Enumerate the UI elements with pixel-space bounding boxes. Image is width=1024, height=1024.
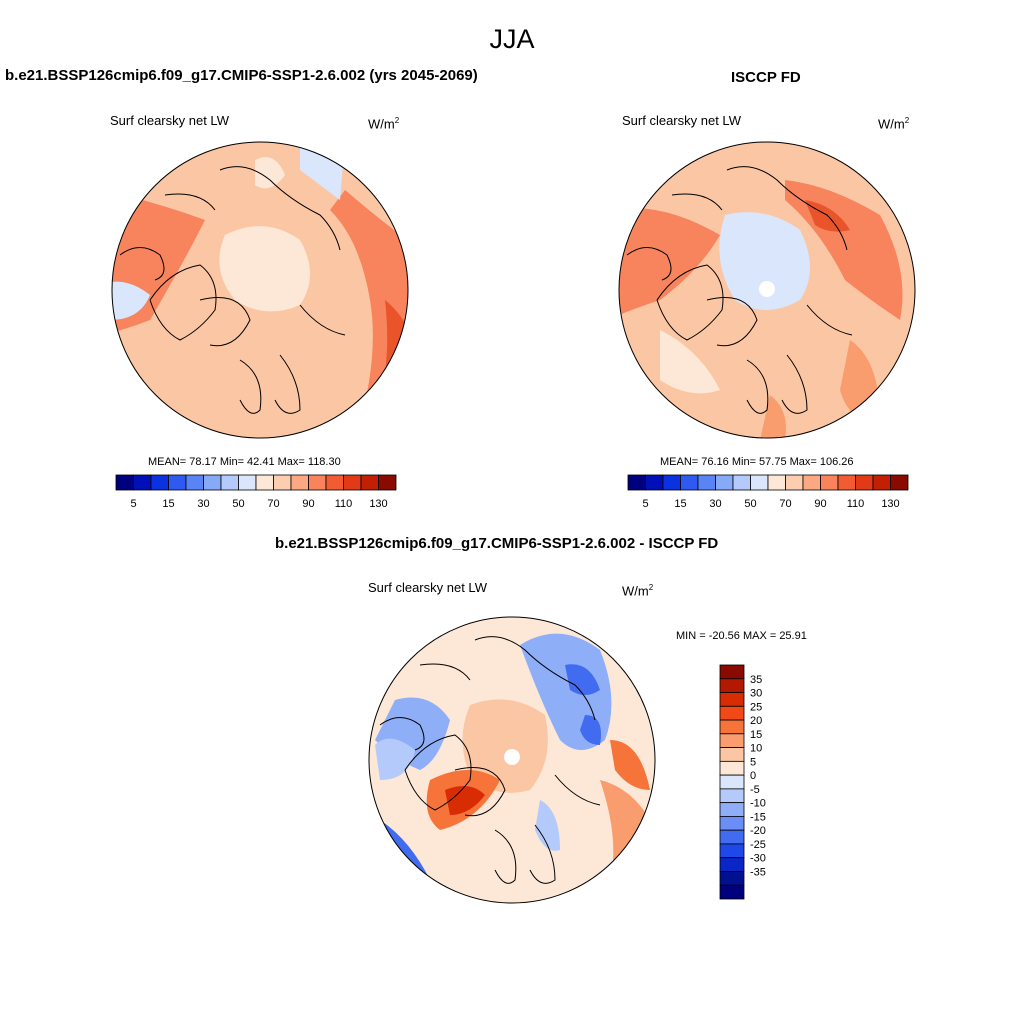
- panel-3-colorbar-swatch: [719, 884, 745, 900]
- panel-3-colorbar-tick-label: -30: [750, 853, 766, 865]
- panel-2-colorbar-tick-label: 70: [779, 498, 791, 510]
- panel-2-map: [618, 141, 916, 439]
- panel-2-heading: ISCCP FD: [731, 69, 801, 86]
- panel-3-colorbar-tick-label: 5: [750, 756, 756, 768]
- panel-1-colorbar-tick-label: 110: [335, 498, 353, 510]
- panel-1-colorbar-swatch: [220, 474, 239, 491]
- panel-3-colorbar-swatch: [719, 678, 745, 693]
- panel-1-colorbar-swatch: [290, 474, 309, 491]
- panel-3-colorbar-tick-label: 20: [750, 715, 762, 727]
- panel-2-colorbar-tick-label: 30: [709, 498, 721, 510]
- panel-3-colorbar-swatch: [719, 788, 745, 804]
- panel-1-colorbar-swatch: [325, 474, 344, 491]
- panel-1-colorbar: 5 15 30 50 70 90 110 130: [115, 474, 397, 510]
- panel-2-colorbar-swatch: [627, 474, 646, 491]
- panel-1-colorbar-swatch: [238, 474, 257, 491]
- panel-3-colorbar-swatch: [719, 774, 745, 790]
- panel-3-colorbar-swatch: [719, 816, 745, 831]
- panel-3-heading: b.e21.BSSP126cmip6.f09_g17.CMIP6-SSP1-2.…: [275, 535, 719, 552]
- panel-3-colorbar-swatch: [719, 857, 745, 872]
- panel-3-colorbar-tick-label: 15: [750, 729, 762, 741]
- panel-1-colorbar-swatch: [115, 474, 134, 491]
- panel-2-colorbar-swatch: [750, 474, 769, 491]
- panel-3-colorbar-tick-label: -15: [750, 811, 766, 823]
- panel-2-colorbar-swatch: [680, 474, 699, 491]
- panel-1-colorbar-swatch: [185, 474, 204, 491]
- panel-2-colorbar-swatch: [872, 474, 891, 491]
- panel-3-colorbar-swatch: [719, 802, 745, 817]
- panel-1-colorbar-swatch: [133, 474, 152, 491]
- panel-1-colorbar-tick-label: 30: [197, 498, 209, 510]
- panel-3-colorbar-swatch: [719, 829, 745, 845]
- panel-1-colorbar-swatch: [378, 474, 397, 491]
- panel-3-colorbar-swatch: [719, 871, 745, 886]
- panel-2-variable: Surf clearsky net LW: [622, 113, 741, 128]
- panel-1-colorbar-swatch: [255, 474, 274, 491]
- panel-2-colorbar-tick-label: 15: [674, 498, 686, 510]
- panel-3-colorbar-tick-label: -5: [750, 784, 760, 796]
- panel-2-colorbar-tick-label: 90: [814, 498, 826, 510]
- panel-2-units: W/m2: [878, 116, 910, 132]
- panel-1-colorbar-swatch: [273, 474, 292, 491]
- panel-2-colorbar-tick-label: 50: [744, 498, 756, 510]
- panel-3-colorbar-tick-label: 25: [750, 701, 762, 713]
- panel-3-colorbar-swatch: [719, 747, 745, 762]
- panel-3-colorbar-swatch: [719, 705, 745, 721]
- panel-1-colorbar-swatch: [360, 474, 379, 491]
- panel-2-colorbar-swatch: [645, 474, 664, 491]
- panel-3-colorbar-swatch: [719, 692, 745, 707]
- panel-2-colorbar-swatch: [767, 474, 786, 491]
- panel-2-colorbar-swatch: [715, 474, 734, 491]
- panel-2-colorbar-tick-label: 5: [642, 498, 648, 510]
- panel-2-colorbar-swatch: [662, 474, 681, 491]
- panel-2-colorbar-swatch: [890, 474, 909, 491]
- panel-2-colorbar-swatch: [820, 474, 839, 491]
- panel-3-units: W/m2: [622, 583, 654, 599]
- panel-2-colorbar-swatch: [697, 474, 716, 491]
- panel-1-colorbar-swatch: [308, 474, 327, 491]
- panel-3-map: [368, 616, 656, 904]
- panel-3-colorbar-tick-label: 30: [750, 688, 762, 700]
- panel-1-colorbar-tick-label: 90: [302, 498, 314, 510]
- panel-3-colorbar-tick-label: 35: [750, 674, 762, 686]
- panel-3-colorbar-swatch: [719, 719, 745, 735]
- panel-3-colorbar-tick-label: -20: [750, 825, 766, 837]
- panel-3-stats: MIN = -20.56 MAX = 25.91: [676, 630, 807, 642]
- panel-1-colorbar-swatch: [168, 474, 187, 491]
- panel-1-units: W/m2: [368, 116, 400, 132]
- panel-3-colorbar-tick-label: -35: [750, 866, 766, 878]
- panel-2-stats: MEAN= 76.16 Min= 57.75 Max= 106.26: [660, 456, 854, 468]
- panel-2-colorbar-tick-label: 130: [881, 498, 899, 510]
- panel-1-heading: b.e21.BSSP126cmip6.f09_g17.CMIP6-SSP1-2.…: [5, 67, 478, 84]
- panel-3-colorbar-swatch: [719, 664, 745, 680]
- panel-3-colorbar-swatch: [719, 733, 745, 748]
- panel-2-colorbar-tick-label: 110: [847, 498, 865, 510]
- panel-2-colorbar-swatch: [802, 474, 821, 491]
- panel-3-colorbar-tick-label: -10: [750, 798, 766, 810]
- panel-1-colorbar-tick-label: 5: [130, 498, 136, 510]
- panel-2-colorbar-swatch: [785, 474, 804, 491]
- panel-3-variable: Surf clearsky net LW: [368, 580, 487, 595]
- panel-1-stats: MEAN= 78.17 Min= 42.41 Max= 118.30: [148, 456, 341, 468]
- page-title: JJA: [489, 24, 535, 54]
- panel-3-colorbar-swatch: [719, 760, 745, 776]
- panel-1-variable: Surf clearsky net LW: [110, 113, 229, 128]
- panel-1-colorbar-tick-label: 130: [369, 498, 387, 510]
- panel-1-colorbar-swatch: [343, 474, 362, 491]
- panel-2-colorbar-swatch: [855, 474, 874, 491]
- panel-3-colorbar-swatch: [719, 843, 745, 859]
- panel-3-colorbar-tick-label: -25: [750, 839, 766, 851]
- panel-3-colorbar-tick-label: 10: [750, 743, 762, 755]
- panel-2-colorbar-swatch: [732, 474, 751, 491]
- panel-1-colorbar-tick-label: 70: [267, 498, 279, 510]
- panel-1-map: [111, 141, 409, 439]
- panel-1-colorbar-tick-label: 15: [162, 498, 174, 510]
- panel-1-colorbar-tick-label: 50: [232, 498, 244, 510]
- panel-3-colorbar-tick-label: 0: [750, 770, 756, 782]
- panel-1-colorbar-swatch: [203, 474, 222, 491]
- panel-2-colorbar: 5 15 30 50 70 90 110 130: [627, 474, 909, 510]
- panel-2-colorbar-swatch: [837, 474, 856, 491]
- panel-1-colorbar-swatch: [150, 474, 169, 491]
